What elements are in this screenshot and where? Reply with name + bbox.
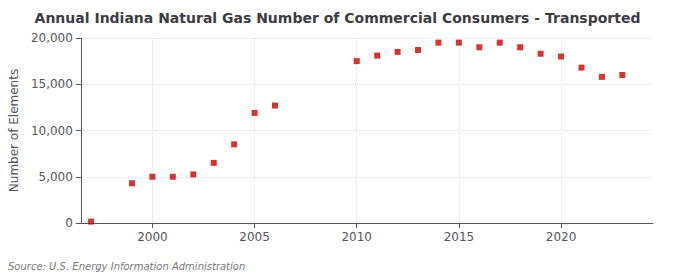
svg-text:Source: U.S. Energy Informatio: Source: U.S. Energy Information Administ… [8,261,245,272]
svg-text:5,000: 5,000 [39,170,73,184]
svg-text:15,000: 15,000 [31,77,73,91]
svg-text:Annual Indiana Natural Gas Num: Annual Indiana Natural Gas Number of Com… [35,10,641,26]
svg-text:2000: 2000 [137,230,168,244]
svg-text:10,000: 10,000 [31,124,73,138]
svg-text:0: 0 [65,216,73,230]
svg-text:2020: 2020 [546,230,577,244]
svg-text:Number of Elements: Number of Elements [7,69,21,192]
svg-text:2015: 2015 [444,230,475,244]
svg-text:2005: 2005 [239,230,270,244]
svg-text:2010: 2010 [341,230,372,244]
svg-text:20,000: 20,000 [31,31,73,45]
